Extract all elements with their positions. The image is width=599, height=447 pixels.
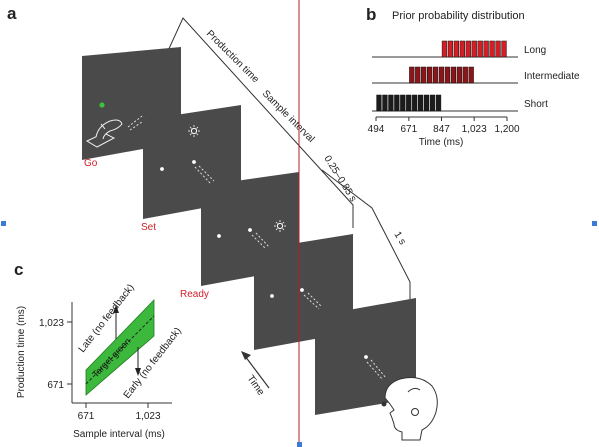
prior-bin-long xyxy=(453,40,460,58)
range-label: 0.25–0.85 s xyxy=(321,154,358,204)
identity-dashed-line xyxy=(85,315,155,385)
x-axis-label: Sample interval (ms) xyxy=(73,429,165,440)
sample-interval-label: Sample interval xyxy=(260,88,317,145)
set-label: Set xyxy=(141,222,157,233)
x-tick-label: 671 xyxy=(78,411,95,422)
production-time-label: Production time xyxy=(204,28,261,85)
x-tick-label: 671 xyxy=(400,124,417,135)
time-arrow xyxy=(241,351,270,389)
selection-handle[interactable] xyxy=(592,221,597,226)
prior-bin-long xyxy=(447,40,454,58)
prior-bin-intermediate xyxy=(444,66,451,84)
prior-bin-short xyxy=(435,94,442,112)
prior-bin-intermediate xyxy=(438,66,445,84)
one-second-label: 1 s xyxy=(391,230,407,247)
prior-bin-long xyxy=(459,40,465,58)
prior-bin-short xyxy=(394,94,400,112)
prior-distribution-chart: Long Intermediate Short 494 671 847 1,023 1,200… xyxy=(368,40,580,148)
prior-bin-short xyxy=(412,94,418,112)
prior-bin-long xyxy=(501,40,507,58)
x-tick-label: 847 xyxy=(433,124,450,135)
sun-flash-icon xyxy=(276,222,284,230)
x-axis-label: Time (ms) xyxy=(419,137,464,148)
series-label-intermediate: Intermediate xyxy=(524,71,580,82)
prior-bin-long xyxy=(495,40,501,58)
series-label-long: Long xyxy=(524,45,546,56)
sun-flash-icon xyxy=(190,127,198,135)
go-label: Go xyxy=(84,158,98,169)
y-axis-label: Production time (ms) xyxy=(16,306,27,398)
x-tick-label: 1,023 xyxy=(135,411,160,422)
prior-bin-short xyxy=(388,94,394,112)
y-tick-label: 671 xyxy=(47,380,64,391)
x-tick-label: 494 xyxy=(368,124,385,135)
prior-bin-short xyxy=(400,94,406,112)
prior-bin-long xyxy=(471,40,477,58)
prior-bin-short xyxy=(429,94,436,112)
panel-c-letter: c xyxy=(14,260,24,279)
prior-bin-intermediate xyxy=(427,66,433,84)
green-fixation-dot xyxy=(99,102,105,108)
ready-label: Ready xyxy=(180,289,209,300)
prior-bin-intermediate xyxy=(432,66,439,84)
hand-on-button-icon xyxy=(85,119,123,148)
series-label-short: Short xyxy=(524,99,548,110)
observer-face-icon xyxy=(381,377,438,441)
y-tick-label: 1,023 xyxy=(39,318,64,329)
prior-bin-short xyxy=(418,94,424,112)
target-green-band xyxy=(85,299,155,396)
prior-bin-short xyxy=(423,94,430,112)
prior-bin-intermediate xyxy=(456,66,462,84)
selection-handle[interactable] xyxy=(297,442,302,447)
prior-bin-long xyxy=(441,40,448,58)
panel-b-title: Prior probability distribution xyxy=(392,10,525,22)
prior-bin-long xyxy=(477,40,483,58)
prior-bin-intermediate xyxy=(415,66,421,84)
prior-bin-short xyxy=(406,94,412,112)
prior-bin-intermediate xyxy=(462,66,468,84)
time-arrow-label: Time xyxy=(245,373,267,398)
production-plot: Late (no feedback) Target green Early (n… xyxy=(16,282,184,440)
prior-bin-intermediate xyxy=(409,66,415,84)
prior-bin-long xyxy=(465,40,471,58)
x-tick-label: 1,023 xyxy=(462,124,487,135)
panel-a-letter: a xyxy=(7,4,17,23)
prior-bin-short xyxy=(382,94,388,112)
prior-bin-intermediate xyxy=(450,66,457,84)
panel-b-letter: b xyxy=(366,5,377,24)
x-tick-label: 1,200 xyxy=(494,124,519,135)
prior-bin-short xyxy=(376,94,382,112)
selection-handle[interactable] xyxy=(1,221,6,226)
prior-bin-long xyxy=(489,40,495,58)
prior-bin-intermediate xyxy=(468,66,474,84)
prior-bin-long xyxy=(483,40,489,58)
prior-bin-intermediate xyxy=(421,66,427,84)
